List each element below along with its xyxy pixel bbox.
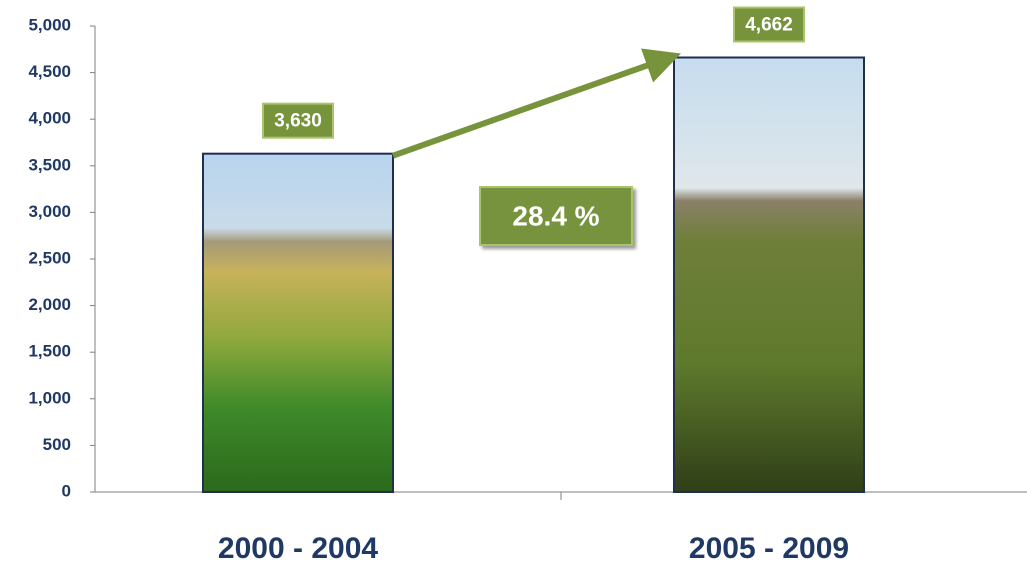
y-tick-label: 1,000: [28, 388, 71, 407]
y-tick-label: 2,000: [28, 295, 71, 314]
x-tick-label: 2005 - 2009: [689, 532, 849, 565]
annotation-box: [479, 186, 633, 246]
y-tick-label: 3,000: [28, 202, 71, 221]
value-label: 3,630: [274, 111, 322, 132]
y-tick-label: 3,500: [28, 155, 71, 174]
y-tick-label: 5,000: [28, 15, 71, 34]
annotation: 28.4 %: [512, 200, 599, 231]
bar: [673, 56, 865, 494]
y-tick-label: 1,500: [28, 342, 71, 361]
bar: [202, 152, 394, 494]
value-label: 4,662: [745, 15, 793, 36]
value-label-box: [262, 102, 334, 139]
y-tick-label: 4,500: [28, 62, 71, 81]
growth-arrow: [391, 48, 681, 159]
y-tick-label: 4,000: [28, 109, 71, 128]
y-tick-label: 0: [62, 481, 71, 500]
value-label-box: [733, 6, 805, 43]
y-tick-label: 500: [43, 435, 71, 454]
x-tick-label: 2000 - 2004: [218, 532, 378, 565]
y-tick-label: 2,500: [28, 248, 71, 267]
